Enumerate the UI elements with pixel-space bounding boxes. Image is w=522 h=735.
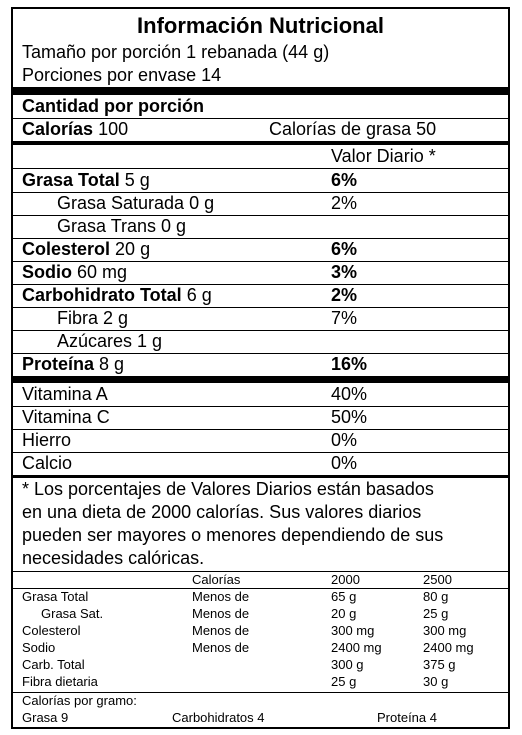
divider <box>13 168 508 169</box>
footnote-line: en una dieta de 2000 calorías. Sus valor… <box>22 502 422 522</box>
reference-row-label: Grasa Total <box>22 589 89 604</box>
divider <box>13 118 508 119</box>
nutrient-amount: 5 g <box>124 170 150 190</box>
vitamin-label: Vitamina C <box>22 407 110 427</box>
reference-row-2500: 300 mg <box>423 623 467 638</box>
calories-value: 100 <box>98 119 129 139</box>
serving-size: Tamaño por porción 1 rebanada (44 g) <box>22 42 330 62</box>
divider <box>13 238 508 239</box>
reference-row-2500: 80 g <box>423 589 449 604</box>
calories-per-gram-fat: Grasa 9 <box>22 710 69 725</box>
nutrient-amount: 60 mg <box>77 262 128 282</box>
divider <box>13 571 508 572</box>
reference-row-qualifier: Menos de <box>192 623 250 638</box>
nutrient-row: Sodio 60 mg <box>22 262 127 283</box>
daily-value-header: Valor Diario * <box>331 146 436 166</box>
divider <box>13 192 508 193</box>
calories-row: Calorías 100 <box>22 119 128 140</box>
reference-header-2500: 2500 <box>423 572 452 587</box>
divider <box>13 353 508 354</box>
reference-row-2500: 2400 mg <box>423 640 474 655</box>
reference-row-qualifier: Menos de <box>192 589 250 604</box>
footnote-line: necesidades calóricas. <box>22 548 205 568</box>
calories-per-gram-carbs: Carbohidratos 4 <box>172 710 265 725</box>
reference-row-2000: 20 g <box>331 606 357 621</box>
footnote-line: * Los porcentajes de Valores Diarios est… <box>22 479 434 499</box>
reference-row-2000: 300 g <box>331 657 364 672</box>
calories-label: Calorías <box>22 119 94 139</box>
reference-row-2000: 300 mg <box>331 623 375 638</box>
reference-row-label: Carb. Total <box>22 657 85 672</box>
footnote-line: pueden ser mayores o menores dependiendo… <box>22 525 444 545</box>
nutrient-label: Azúcares 1 g <box>57 331 163 351</box>
medium-divider <box>13 475 508 478</box>
nutrient-dv: 7% <box>331 308 358 328</box>
nutrient-amount: 6 g <box>186 285 212 305</box>
nutrient-row: Colesterol 20 g <box>22 239 150 260</box>
reference-row-2000: 65 g <box>331 589 357 604</box>
reference-row-qualifier: Menos de <box>192 606 250 621</box>
reference-row-2500: 30 g <box>423 674 449 689</box>
vitamin-dv: 0% <box>331 430 358 450</box>
nutrient-dv: 6% <box>331 170 358 190</box>
divider <box>13 429 508 430</box>
vitamin-label: Vitamina A <box>22 384 108 404</box>
nutrient-label: Fibra 2 g <box>57 308 129 328</box>
vitamin-dv: 50% <box>331 407 368 427</box>
nutrient-dv: 16% <box>331 354 368 374</box>
calories-per-gram-title: Calorías por gramo: <box>22 693 137 708</box>
nutrient-label: Proteína <box>22 354 95 374</box>
nutrient-label: Colesterol <box>22 239 111 259</box>
nutrition-facts-label: Información Nutricional Tamaño por porci… <box>11 7 510 729</box>
divider <box>13 406 508 407</box>
nutrient-amount: 20 g <box>115 239 151 259</box>
thick-divider <box>13 376 508 383</box>
vitamin-label: Hierro <box>22 430 72 450</box>
divider <box>13 215 508 216</box>
nutrient-dv: 2% <box>331 285 358 305</box>
divider <box>13 692 508 693</box>
reference-row-label: Grasa Sat. <box>41 606 104 621</box>
thick-divider <box>13 87 508 95</box>
nutrient-row: Proteína 8 g <box>22 354 124 375</box>
calories-per-gram-protein: Proteína 4 <box>377 710 437 725</box>
vitamin-label: Calcio <box>22 453 73 473</box>
reference-row-2000: 25 g <box>331 674 357 689</box>
nutrient-label: Grasa Total <box>22 170 120 190</box>
nutrient-dv: 2% <box>331 193 358 213</box>
reference-row-2000: 2400 mg <box>331 640 382 655</box>
nutrient-label: Grasa Saturada 0 g <box>57 193 215 213</box>
reference-row-qualifier: Menos de <box>192 640 250 655</box>
nutrient-row: Carbohidrato Total 6 g <box>22 285 212 306</box>
nutrient-dv: 6% <box>331 239 358 259</box>
nutrient-dv: 3% <box>331 262 358 282</box>
vitamin-dv: 40% <box>331 384 368 404</box>
vitamin-dv: 0% <box>331 453 358 473</box>
nutrient-label: Sodio <box>22 262 72 282</box>
reference-row-label: Sodio <box>22 640 56 655</box>
amount-per-serving: Cantidad por porción <box>22 96 204 116</box>
reference-row-label: Fibra dietaria <box>22 674 98 689</box>
nutrient-label: Carbohidrato Total <box>22 285 182 305</box>
reference-row-2500: 25 g <box>423 606 449 621</box>
divider <box>13 307 508 308</box>
reference-header-calories: Calorías <box>192 572 241 587</box>
medium-divider <box>13 141 508 145</box>
label-title: Información Nutricional <box>137 13 384 38</box>
reference-row-label: Colesterol <box>22 623 81 638</box>
divider <box>13 284 508 285</box>
divider <box>13 330 508 331</box>
nutrient-label: Grasa Trans 0 g <box>57 216 187 236</box>
calories-from-fat: Calorías de grasa 50 <box>269 119 437 139</box>
reference-row-2500: 375 g <box>423 657 456 672</box>
nutrient-row: Grasa Total 5 g <box>22 170 150 191</box>
servings-per-container: Porciones por envase 14 <box>22 65 222 85</box>
divider <box>13 452 508 453</box>
nutrient-amount: 8 g <box>99 354 125 374</box>
divider <box>13 588 508 589</box>
reference-header-2000: 2000 <box>331 572 360 587</box>
divider <box>13 261 508 262</box>
